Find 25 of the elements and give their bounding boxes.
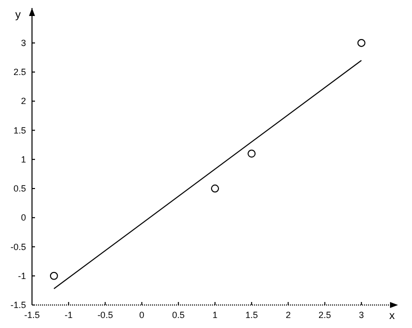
x-tick-label: 0 — [139, 310, 144, 320]
x-tick-label: 2.5 — [318, 310, 332, 320]
x-tick-label: 1 — [212, 310, 218, 320]
point — [211, 184, 219, 193]
point — [357, 38, 366, 47]
y-axis-title: y — [15, 9, 22, 21]
y-tick-label: 0 — [20, 212, 26, 223]
x-tick-label: -0.5 — [97, 310, 113, 320]
x-tick-label: 2 — [286, 310, 291, 320]
y-tick-label: 2.5 — [13, 67, 26, 78]
point — [50, 272, 58, 280]
y-tick-label: 0.5 — [13, 184, 26, 194]
x-tick-label: 1.5 — [245, 310, 258, 320]
point — [248, 150, 256, 158]
x-axis-title: x — [389, 310, 396, 322]
y-tick-label: -0.5 — [10, 242, 26, 252]
y-tick-label: 1.5 — [13, 125, 26, 136]
x-tick-label: 0.5 — [172, 310, 185, 320]
y-tick-label: 2 — [20, 96, 26, 106]
y-tick-label: 1 — [20, 154, 26, 164]
y-tick-label: -1 — [18, 270, 26, 281]
x-tick-label: 3 — [358, 310, 364, 320]
y-tick-label: 3 — [20, 38, 26, 48]
y-tick-label: -1.5 — [10, 300, 26, 310]
x-tick-label: -1 — [64, 310, 73, 320]
